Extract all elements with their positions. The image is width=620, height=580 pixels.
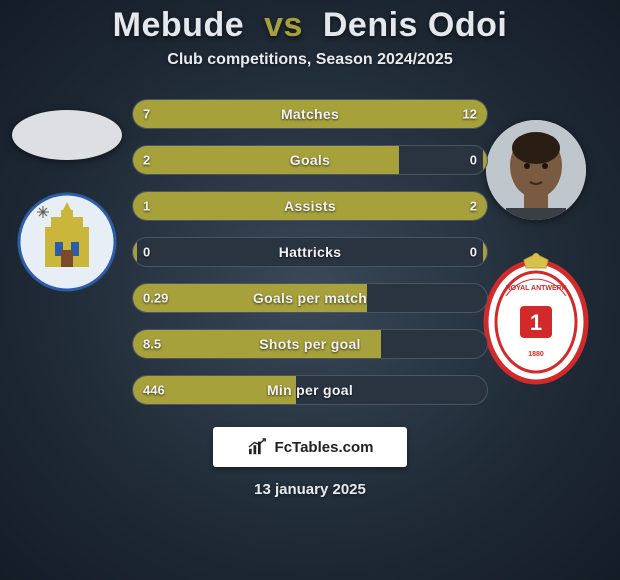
stat-row: Assists1 2 bbox=[132, 191, 488, 221]
stat-label: Shots per goal bbox=[133, 336, 487, 352]
comparison-card: Mebude vs Denis Odoi Club competitions, … bbox=[0, 0, 620, 580]
bars-column: Matches712Goals20Assists12Hattricks00Goa… bbox=[132, 99, 488, 405]
stat-value-left: 446 bbox=[143, 383, 165, 398]
stat-value-right: 12 bbox=[463, 107, 477, 122]
stat-label: Hattricks bbox=[133, 244, 487, 260]
date-text: 13 january 2025 bbox=[254, 481, 366, 498]
card-subtitle: Club competitions, Season 2024/2025 bbox=[167, 51, 452, 69]
stat-value-left: 2 bbox=[143, 153, 150, 168]
stat-value-left: 7 bbox=[143, 107, 150, 122]
stat-label: Min per goal bbox=[133, 382, 487, 398]
stat-label: Matches bbox=[133, 106, 487, 122]
card-title: Mebude vs Denis Odoi bbox=[113, 6, 508, 45]
stat-value-left: 8.5 bbox=[143, 337, 161, 352]
footer: FcTables.com 13 january 2025 bbox=[213, 427, 407, 498]
stats-area: Matches712Goals20Assists12Hattricks00Goa… bbox=[0, 99, 620, 405]
stat-label: Goals bbox=[133, 152, 487, 168]
stat-value-right: 0 bbox=[470, 245, 477, 260]
player1-name: Mebude bbox=[113, 6, 244, 44]
stat-value-right: 0 bbox=[470, 153, 477, 168]
stat-row: Shots per goal8.5 bbox=[132, 329, 488, 359]
stat-row: Hattricks0 0 bbox=[132, 237, 488, 267]
stat-row: Goals per match0.29 bbox=[132, 283, 488, 313]
stat-label: Goals per match bbox=[133, 290, 487, 306]
stat-row: Min per goal446 bbox=[132, 375, 488, 405]
vs-label: vs bbox=[264, 6, 303, 44]
stat-value-left: 0 bbox=[143, 245, 150, 260]
stat-row: Goals2 0 bbox=[132, 145, 488, 175]
brand-box: FcTables.com bbox=[213, 427, 407, 467]
stat-row: Matches7 12 bbox=[132, 99, 488, 129]
stat-value-right: 2 bbox=[470, 199, 477, 214]
stat-value-left: 1 bbox=[143, 199, 150, 214]
stat-label: Assists bbox=[133, 198, 487, 214]
brand-text: FcTables.com bbox=[275, 439, 374, 456]
stat-value-left: 0.29 bbox=[143, 291, 168, 306]
player2-name: Denis Odoi bbox=[323, 6, 507, 44]
chart-icon bbox=[247, 438, 269, 456]
